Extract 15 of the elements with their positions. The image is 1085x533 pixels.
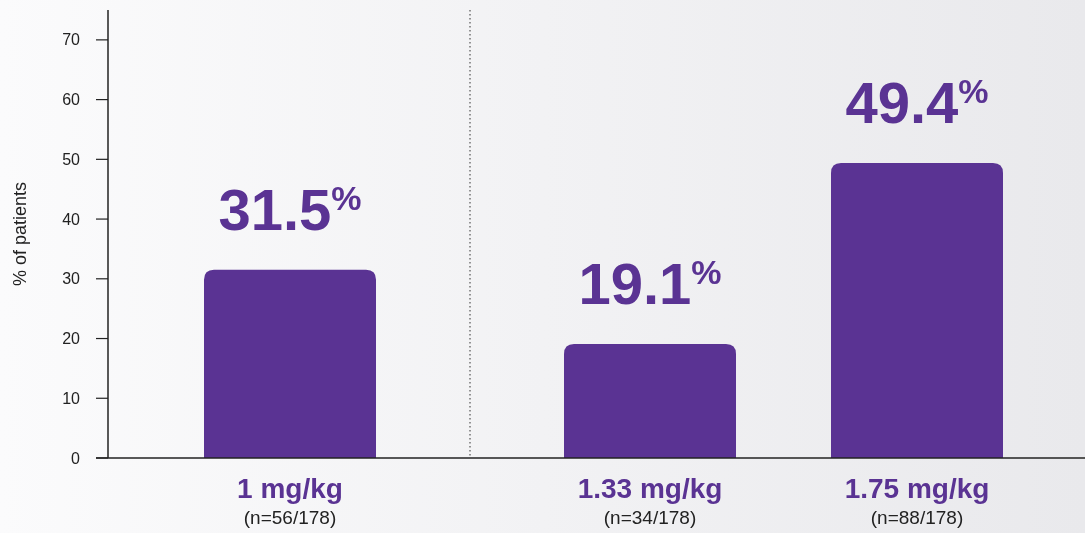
y-axis-title: % of patients — [10, 181, 30, 287]
data-label: 19.1% — [578, 250, 722, 316]
y-tick-label: 10 — [62, 389, 81, 407]
y-tick-label: 50 — [62, 150, 81, 168]
data-label: 49.4% — [845, 69, 989, 135]
x-tick-label: 1.33 mg/kg (n=34/178) — [577, 473, 723, 528]
y-tick-label: 30 — [62, 270, 81, 288]
y-tick-label: 0 — [71, 449, 81, 467]
y-tick-label: 60 — [62, 91, 81, 109]
x-tick-label: 1.75 mg/kg (n=88/178) — [844, 473, 990, 528]
x-tick-label: 1 mg/kg (n=56/178) — [237, 473, 343, 528]
y-tick-label: 40 — [62, 210, 81, 228]
y-tick-label: 70 — [62, 31, 81, 49]
data-label: 31.5% — [218, 176, 362, 242]
y-tick-label: 20 — [62, 330, 81, 348]
